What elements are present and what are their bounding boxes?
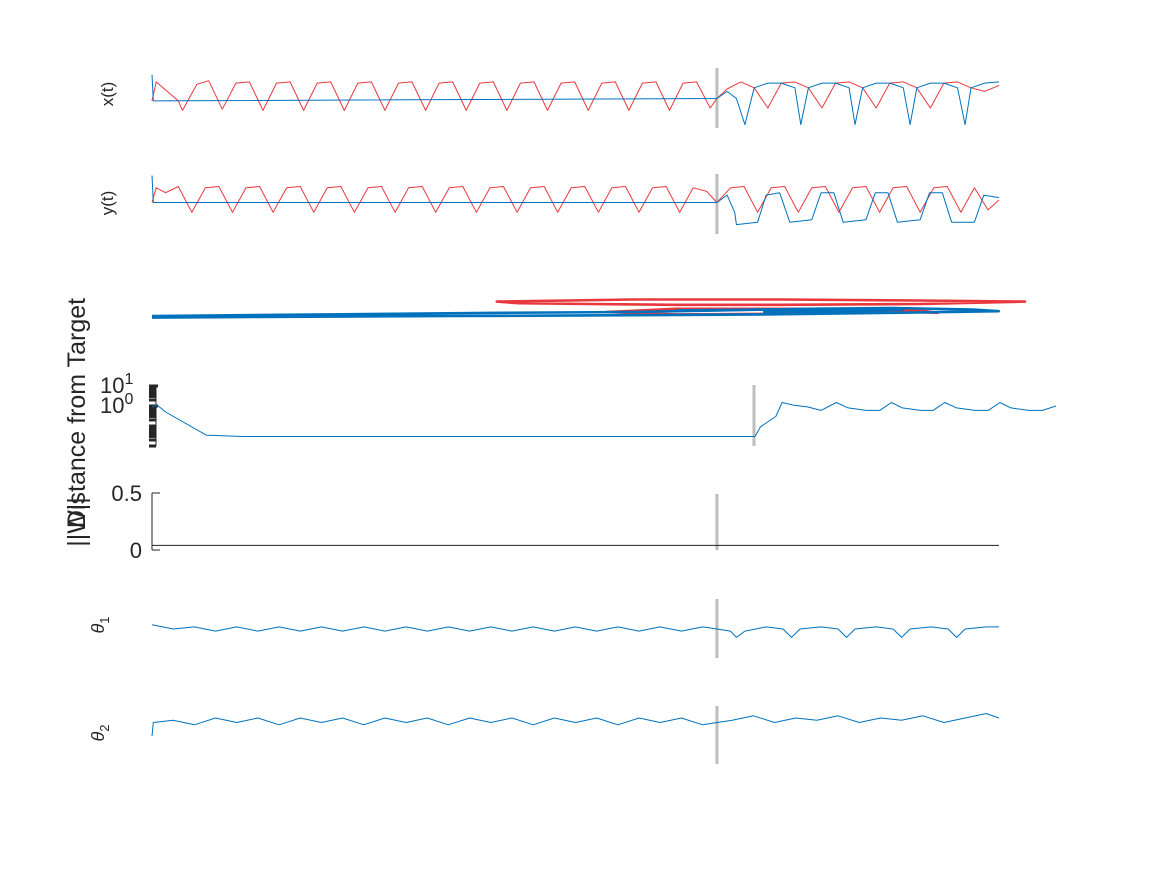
- y-tick-label-base: 10: [100, 393, 124, 418]
- ylabel-theta1: θ1: [88, 617, 112, 634]
- panel-y: y(t): [98, 174, 1000, 234]
- y-tick-label-base: 10: [100, 373, 124, 398]
- series-theta1-model-0: [151, 624, 999, 638]
- ylabel-y: y(t): [98, 191, 117, 216]
- ylabel-theta2-subscript: 2: [97, 725, 112, 732]
- panel-weights: 0 0.5 ||W||: [63, 481, 999, 563]
- series-x-target-0: [151, 80, 1000, 111]
- series-trajectory-model-2: [151, 306, 1001, 319]
- panel-x: x(t): [98, 68, 1000, 128]
- panel-trajectory: [151, 298, 1027, 319]
- series-y-model-1: [151, 175, 1000, 226]
- ylabel-theta1-subscript: 1: [97, 617, 112, 624]
- panel-theta1: θ1: [88, 599, 999, 658]
- series-trajectory-model-3: [675, 307, 905, 313]
- series-y-target-0: [151, 186, 1000, 213]
- ylabel-weights: ||W||: [63, 497, 91, 547]
- y-tick-label-weights: 0.5: [111, 481, 142, 506]
- series-trajectory-target-0: [495, 298, 1027, 307]
- ylabel-x: x(t): [98, 82, 117, 107]
- y-tick-label-weights: 0: [130, 538, 142, 563]
- series-theta2-model-0: [151, 713, 1000, 737]
- y-tick-label-exponent: 0: [124, 391, 133, 408]
- panel-theta2: θ2: [88, 706, 1000, 764]
- ylabel-distance: Distance from Target: [63, 298, 91, 528]
- series-x-model-1: [151, 74, 1000, 126]
- ylabel-theta2: θ2: [88, 725, 112, 742]
- y-tick-label-distance: 100: [100, 391, 133, 418]
- y-tick-label-distance: 101: [100, 371, 133, 398]
- ylabel-theta1-symbol: θ: [88, 624, 108, 634]
- y-tick-label-exponent: 1: [124, 371, 133, 388]
- ylabel-theta2-symbol: θ: [88, 732, 108, 742]
- series-distance-model-0: [151, 402, 1057, 437]
